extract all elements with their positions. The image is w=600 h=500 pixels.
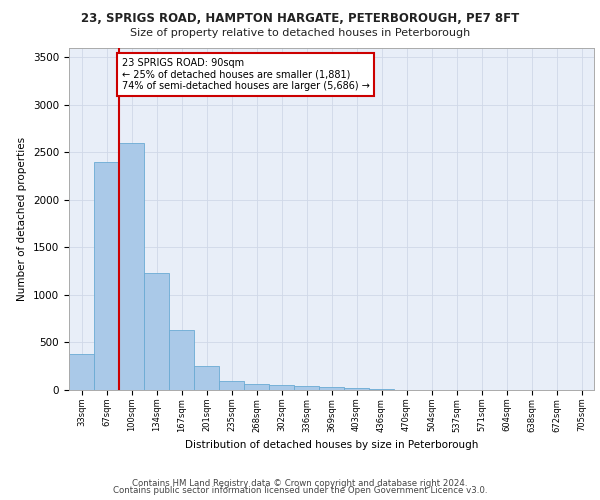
X-axis label: Distribution of detached houses by size in Peterborough: Distribution of detached houses by size …	[185, 440, 478, 450]
Bar	[169, 330, 194, 390]
Bar	[69, 354, 94, 390]
Text: 23 SPRIGS ROAD: 90sqm
← 25% of detached houses are smaller (1,881)
74% of semi-d: 23 SPRIGS ROAD: 90sqm ← 25% of detached …	[121, 58, 370, 91]
Bar	[319, 387, 344, 390]
Bar	[219, 382, 244, 390]
Bar	[369, 389, 394, 390]
Text: Contains public sector information licensed under the Open Government Licence v3: Contains public sector information licen…	[113, 486, 487, 495]
Bar	[194, 366, 219, 390]
Bar	[244, 384, 269, 390]
Bar	[94, 162, 119, 390]
Bar	[269, 385, 294, 390]
Bar	[294, 386, 319, 390]
Y-axis label: Number of detached properties: Number of detached properties	[17, 136, 28, 301]
Text: 23, SPRIGS ROAD, HAMPTON HARGATE, PETERBOROUGH, PE7 8FT: 23, SPRIGS ROAD, HAMPTON HARGATE, PETERB…	[81, 12, 519, 26]
Bar	[344, 388, 369, 390]
Bar	[144, 273, 169, 390]
Text: Contains HM Land Registry data © Crown copyright and database right 2024.: Contains HM Land Registry data © Crown c…	[132, 478, 468, 488]
Text: Size of property relative to detached houses in Peterborough: Size of property relative to detached ho…	[130, 28, 470, 38]
Bar	[119, 142, 144, 390]
